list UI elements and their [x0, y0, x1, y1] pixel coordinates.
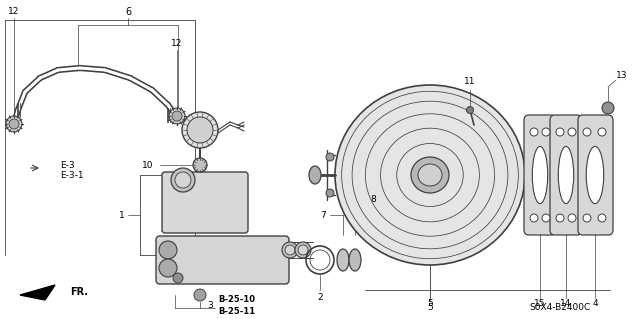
Circle shape [295, 242, 311, 258]
Text: 14: 14 [560, 300, 572, 308]
Ellipse shape [418, 164, 442, 186]
Circle shape [326, 189, 334, 197]
Text: S0X4-B2400C: S0X4-B2400C [529, 303, 591, 313]
Text: E-3: E-3 [60, 160, 75, 169]
Ellipse shape [411, 157, 449, 193]
Circle shape [530, 128, 538, 136]
Text: 13: 13 [616, 70, 628, 79]
Circle shape [542, 214, 550, 222]
Text: 8: 8 [370, 196, 376, 204]
Ellipse shape [558, 146, 573, 204]
Circle shape [187, 117, 213, 143]
Circle shape [285, 245, 295, 255]
Circle shape [282, 242, 298, 258]
Text: 7: 7 [320, 211, 326, 219]
Text: 15: 15 [534, 300, 546, 308]
Text: 11: 11 [464, 78, 476, 86]
Circle shape [175, 172, 191, 188]
Text: B-25-11: B-25-11 [218, 308, 255, 316]
Text: E-3-1: E-3-1 [60, 170, 84, 180]
Text: B-25-10: B-25-10 [218, 295, 255, 305]
FancyBboxPatch shape [524, 115, 556, 235]
Text: 9: 9 [552, 162, 558, 172]
Circle shape [171, 168, 195, 192]
Ellipse shape [532, 146, 548, 204]
Circle shape [568, 128, 576, 136]
Text: 4: 4 [592, 300, 598, 308]
Circle shape [467, 107, 474, 114]
Circle shape [326, 153, 334, 161]
Ellipse shape [309, 166, 321, 184]
Circle shape [173, 273, 183, 283]
Circle shape [159, 241, 177, 259]
Circle shape [568, 214, 576, 222]
Circle shape [194, 289, 206, 301]
Circle shape [583, 128, 591, 136]
Circle shape [583, 214, 591, 222]
Circle shape [598, 128, 606, 136]
Text: 10: 10 [142, 160, 154, 169]
Text: 5: 5 [427, 302, 433, 311]
Text: 1: 1 [119, 211, 125, 219]
Text: FR.: FR. [70, 287, 88, 297]
Circle shape [298, 245, 308, 255]
FancyBboxPatch shape [550, 115, 582, 235]
FancyBboxPatch shape [156, 236, 289, 284]
Circle shape [159, 259, 177, 277]
Circle shape [9, 119, 19, 129]
Circle shape [172, 111, 182, 121]
Circle shape [556, 128, 564, 136]
Text: 12: 12 [8, 8, 20, 17]
Ellipse shape [335, 85, 525, 265]
FancyBboxPatch shape [162, 172, 248, 233]
Ellipse shape [349, 249, 361, 271]
Circle shape [182, 112, 218, 148]
Circle shape [169, 108, 185, 124]
Text: 5: 5 [427, 300, 433, 308]
Circle shape [193, 158, 207, 172]
FancyBboxPatch shape [578, 115, 613, 235]
Circle shape [602, 102, 614, 114]
Text: 12: 12 [172, 40, 182, 48]
Polygon shape [20, 285, 55, 300]
Text: 6: 6 [125, 7, 131, 17]
Circle shape [598, 214, 606, 222]
Circle shape [6, 116, 22, 132]
Text: 2: 2 [317, 293, 323, 302]
Ellipse shape [337, 249, 349, 271]
Circle shape [542, 128, 550, 136]
Circle shape [530, 214, 538, 222]
Circle shape [556, 214, 564, 222]
Text: 3: 3 [207, 300, 213, 309]
Ellipse shape [586, 146, 604, 204]
